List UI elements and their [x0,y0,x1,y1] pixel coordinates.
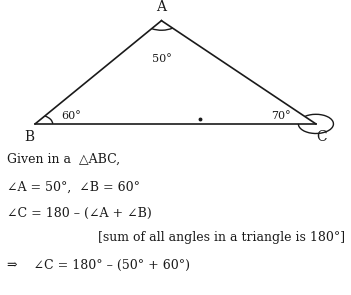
Text: C: C [316,130,326,144]
Text: [sum of all angles in a triangle is 180°]: [sum of all angles in a triangle is 180°… [98,231,345,244]
Text: Given in a  △ABC,: Given in a △ABC, [7,153,120,166]
Text: ∠C = 180 – (∠A + ∠B): ∠C = 180 – (∠A + ∠B) [7,207,152,220]
Text: 60°: 60° [61,111,81,121]
Text: ⇒    ∠C = 180° – (50° + 60°): ⇒ ∠C = 180° – (50° + 60°) [7,259,190,272]
Text: 70°: 70° [271,111,291,121]
Text: ∠A = 50°,  ∠B = 60°: ∠A = 50°, ∠B = 60° [7,181,140,194]
Text: A: A [157,0,166,14]
Text: 50°: 50° [152,54,171,64]
Text: B: B [25,130,35,144]
